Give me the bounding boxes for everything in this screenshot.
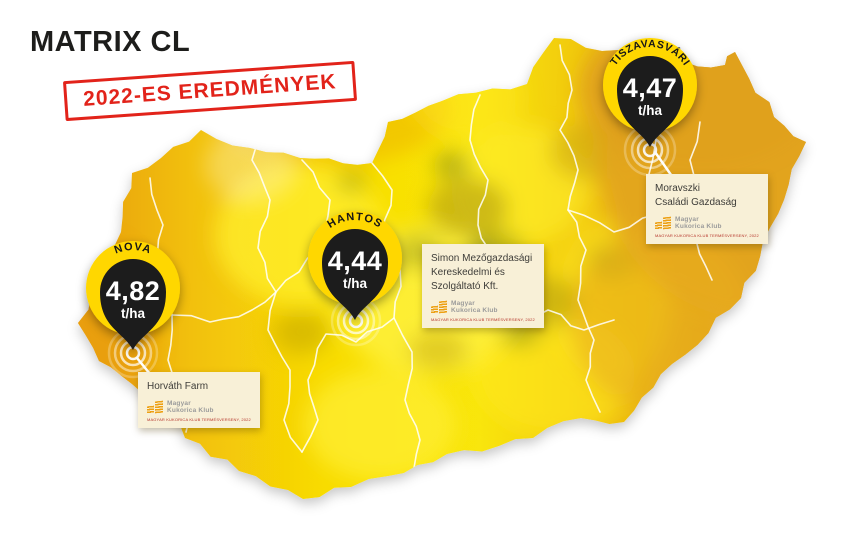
page-title: MATRIX CL xyxy=(30,26,191,58)
farm-name-line: Simon Mezőgazdasági xyxy=(431,253,533,264)
pin-unit: t/ha xyxy=(121,306,145,321)
pin-teardrop xyxy=(100,259,166,350)
pin-value: 4,44 xyxy=(328,246,383,276)
mkk-logo: Magyar Kukorica Klub xyxy=(431,300,535,314)
mkk-logo-line1: Magyar xyxy=(451,300,475,307)
pin-value: 4,82 xyxy=(106,276,161,306)
mkk-logo-line2: Kukorica Klub xyxy=(675,223,722,230)
mkk-logo-subtext: MAGYAR KUKORICA KLUB TERMÉSVERSENY, 2022 xyxy=(655,233,759,238)
mkk-logo-subtext: MAGYAR KUKORICA KLUB TERMÉSVERSENY, 2022 xyxy=(431,317,535,322)
mkk-logo-text: Magyar Kukorica Klub xyxy=(675,216,722,230)
mkk-logo-line2: Kukorica Klub xyxy=(167,407,214,414)
pin-teardrop xyxy=(617,56,683,147)
pin-hantos: HANTOS 4,44 t/ha xyxy=(308,211,402,320)
mkk-logo-icon xyxy=(655,217,671,229)
mkk-logo: Magyar Kukorica Klub xyxy=(655,216,759,230)
mkk-logo-text: Magyar Kukorica Klub xyxy=(167,400,214,414)
mkk-logo: Magyar Kukorica Klub xyxy=(147,400,251,414)
mkk-logo-line2: Kukorica Klub xyxy=(451,307,498,314)
mkk-logo-line1: Magyar xyxy=(675,216,699,223)
farm-card-hantos: Simon Mezőgazdasági Kereskedelmi és Szol… xyxy=(422,244,544,328)
mkk-logo-icon xyxy=(147,401,163,413)
pin-nova: NOVA 4,82 t/ha xyxy=(86,241,180,350)
farm-name-line: Kereskedelmi és xyxy=(431,267,505,278)
pin-teardrop xyxy=(322,229,388,320)
mkk-logo-subtext: MAGYAR KUKORICA KLUB TERMÉSVERSENY, 2022 xyxy=(147,417,251,422)
farm-name-line: Moravszki xyxy=(655,183,701,194)
farm-name-line: Horváth Farm xyxy=(147,381,209,392)
pin-tiszavasvari: TISZAVASVÁRI 4,47 t/ha xyxy=(603,38,697,147)
pin-value: 4,47 xyxy=(623,73,678,103)
pin-unit: t/ha xyxy=(343,276,367,291)
mkk-logo-icon xyxy=(431,301,447,313)
farm-name-line: Szolgáltató Kft. xyxy=(431,281,499,292)
mkk-logo-text: Magyar Kukorica Klub xyxy=(451,300,498,314)
farm-card-tiszavasvari: Moravszki Családi Gazdaság Magyar Kukori… xyxy=(646,174,768,244)
connector-line-nova xyxy=(135,356,152,376)
farm-card-nova: Horváth Farm Magyar Kukorica Klub MAGYAR… xyxy=(138,372,260,428)
mkk-logo-line1: Magyar xyxy=(167,400,191,407)
pin-unit: t/ha xyxy=(638,103,662,118)
farm-name-line: Családi Gazdaság xyxy=(655,197,737,208)
